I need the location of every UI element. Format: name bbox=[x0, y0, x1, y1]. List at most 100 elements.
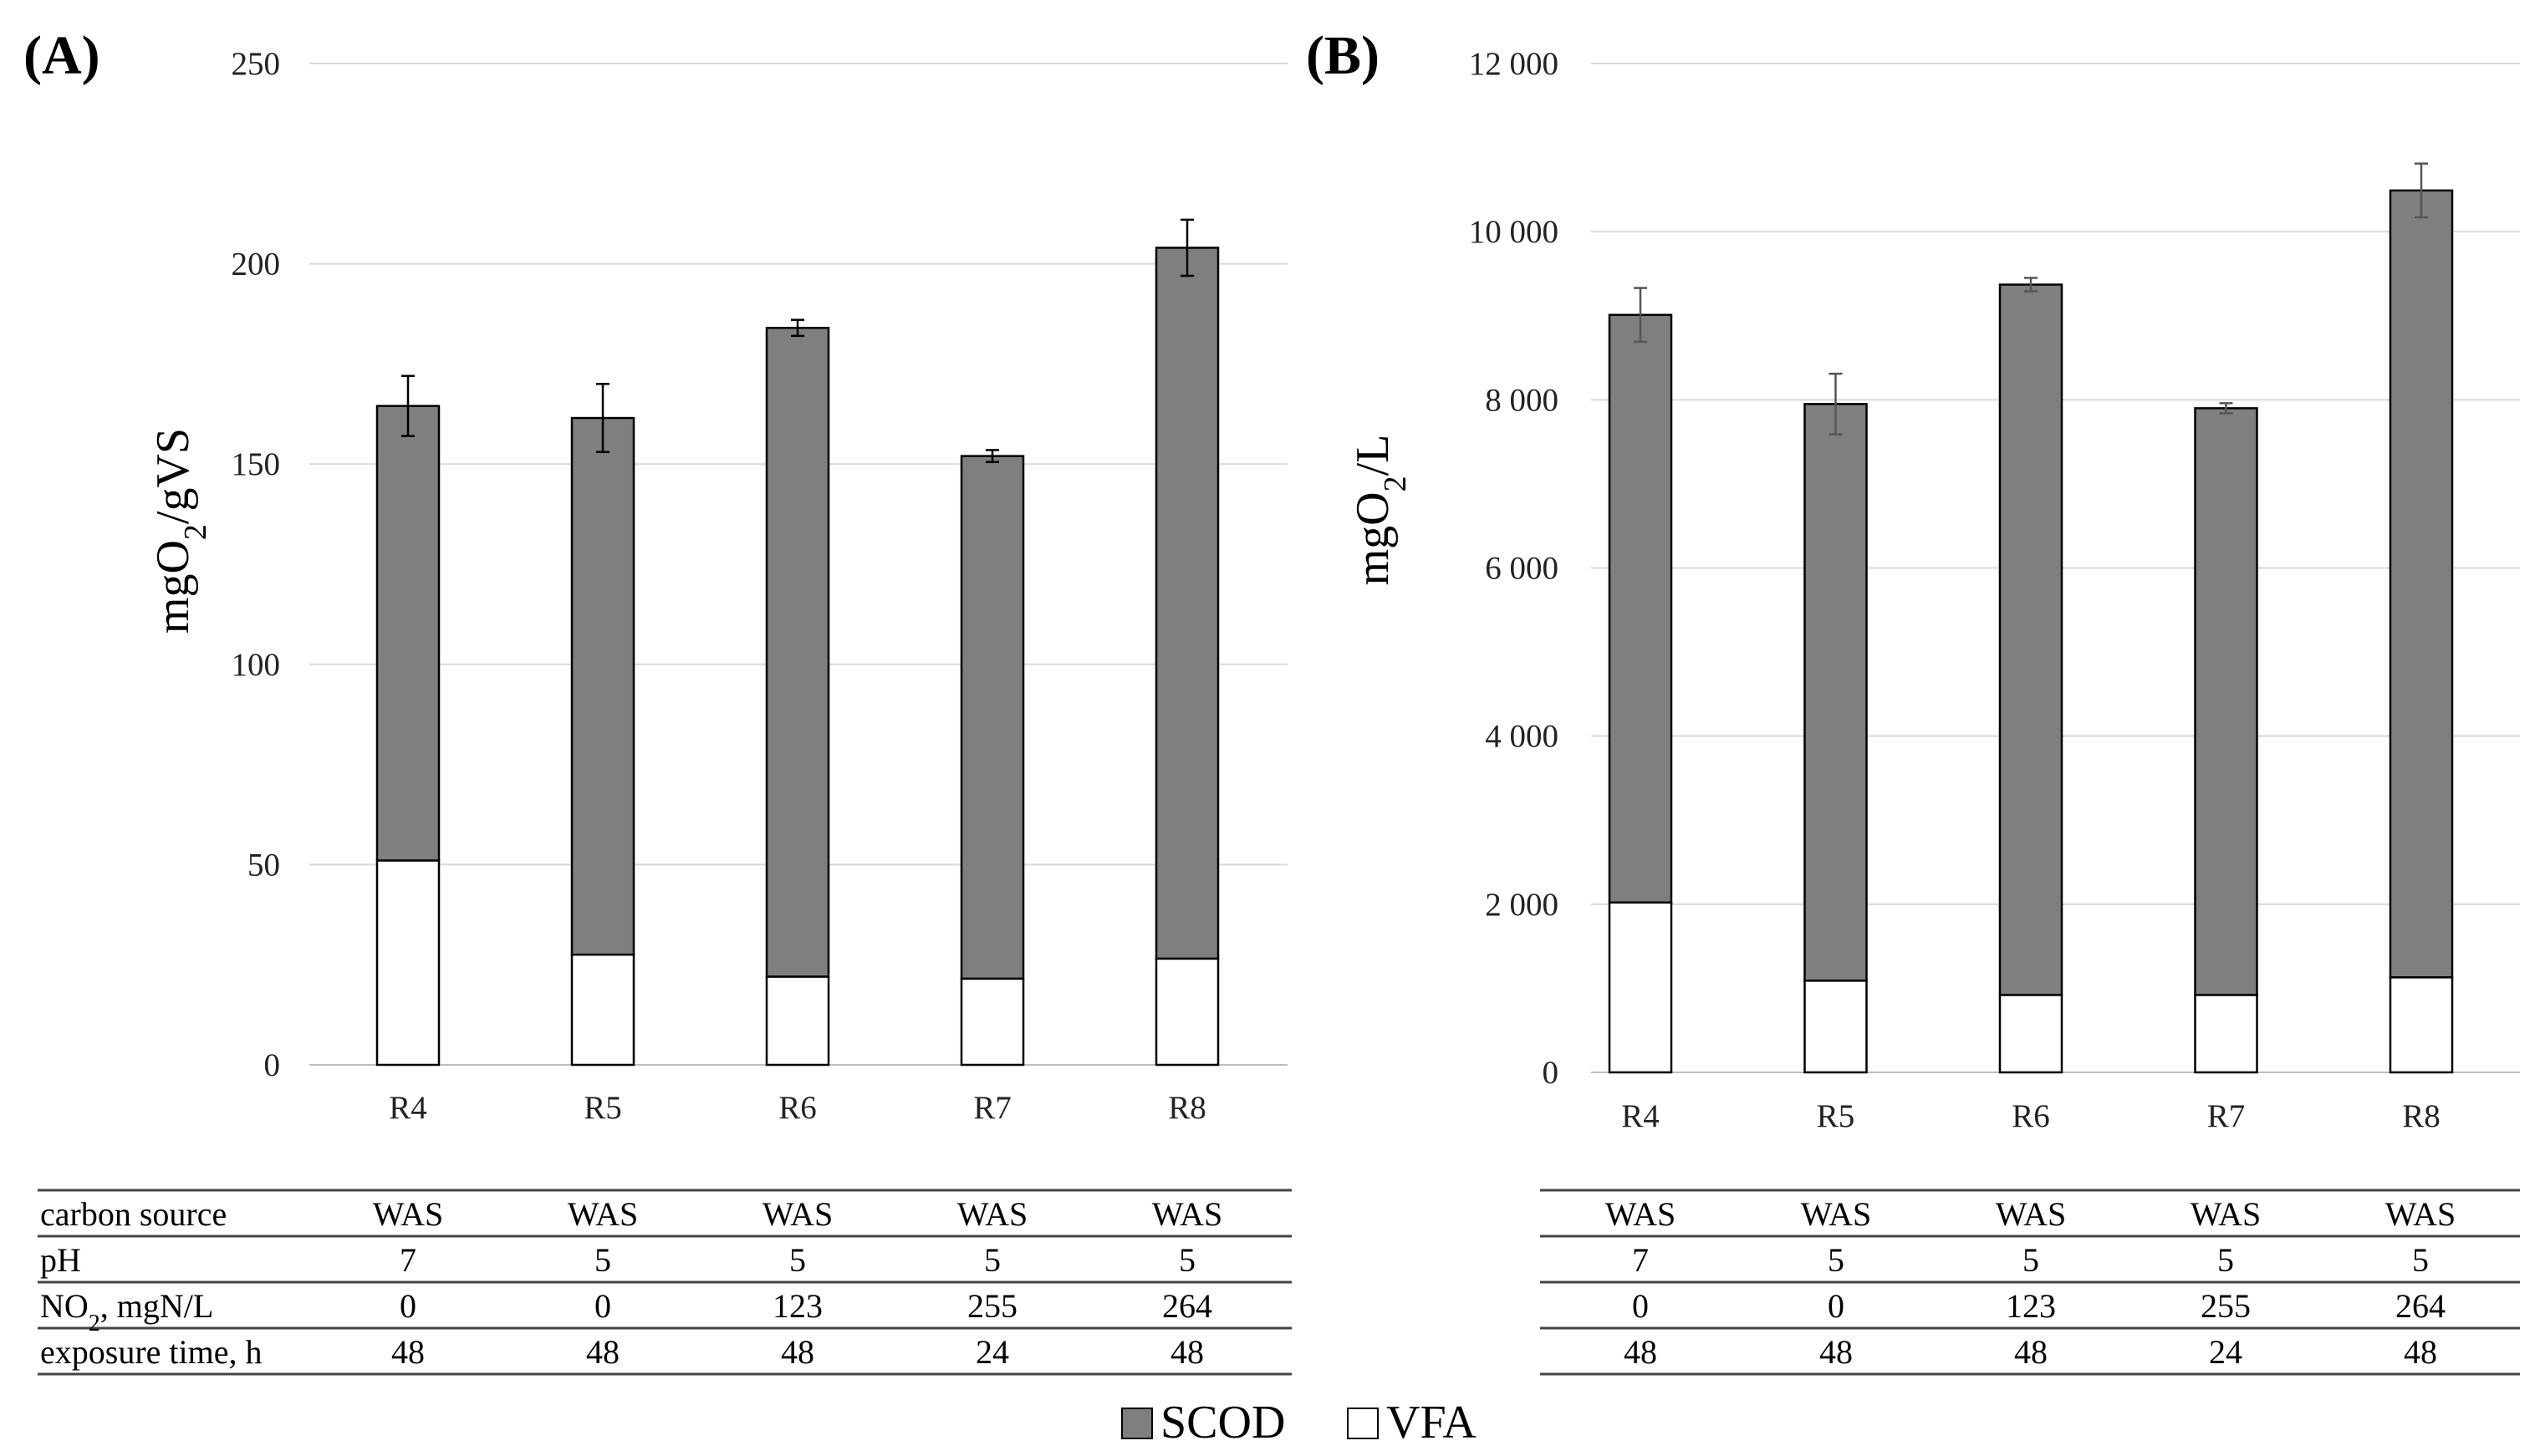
bar-scod bbox=[1608, 313, 1673, 904]
bar-scod bbox=[960, 455, 1025, 980]
category-label: R4 bbox=[1621, 1098, 1660, 1134]
legend-swatch-scod bbox=[1121, 1408, 1153, 1439]
y-tick-label: 10 000 bbox=[1469, 214, 1558, 250]
bar-scod bbox=[375, 405, 441, 862]
table-b-cell: WAS bbox=[2191, 1195, 2261, 1233]
bar-vfa bbox=[960, 977, 1025, 1067]
error-bar bbox=[2024, 277, 2038, 293]
error-bar bbox=[2219, 402, 2233, 415]
table-b-cell: 48 bbox=[1624, 1333, 1657, 1371]
table-a-cell: 48 bbox=[781, 1333, 814, 1371]
bar-scod bbox=[1803, 403, 1868, 982]
table-a-cell: 0 bbox=[400, 1287, 416, 1325]
y-tick-label: 100 bbox=[232, 647, 281, 683]
y-axis-label-b: mgO2/L bbox=[1347, 435, 1413, 586]
error-bar bbox=[1634, 287, 1647, 344]
table-a-row-label: exposure time, h bbox=[40, 1333, 263, 1371]
category-label: R6 bbox=[778, 1090, 817, 1126]
table-a-row-label: pH bbox=[40, 1241, 81, 1279]
y-axis-label-a: mgO2/gVS bbox=[147, 428, 213, 634]
y-tick-label: 250 bbox=[232, 46, 281, 82]
table-a-cell: 5 bbox=[594, 1241, 611, 1279]
bar-scod bbox=[765, 327, 830, 978]
error-bar bbox=[1828, 372, 1843, 435]
table-b: WAS WAS WAS WAS WAS 7 5 5 5 5 0 0 123 25… bbox=[1540, 1189, 2520, 1376]
categories-b: R4 R5 R6 R7 R8 bbox=[1621, 1098, 2441, 1134]
bar-scod bbox=[1998, 283, 2063, 996]
legend-label-vfa: VFA bbox=[1386, 1397, 1477, 1448]
table-b-cell: 24 bbox=[2209, 1333, 2242, 1371]
bar-vfa bbox=[765, 975, 830, 1067]
table-b-cell: 48 bbox=[2404, 1333, 2437, 1371]
category-label: R5 bbox=[1817, 1098, 1855, 1134]
category-label: R8 bbox=[1168, 1090, 1206, 1126]
bars-a bbox=[375, 218, 1220, 1067]
table-a-cell: 48 bbox=[1171, 1333, 1204, 1371]
y-ticks-b: 0 2 000 4 000 6 000 8 000 10 000 12 000 bbox=[1469, 46, 1558, 1091]
category-label: R6 bbox=[2012, 1098, 2050, 1134]
error-bar bbox=[401, 374, 415, 437]
table-a-cell: WAS bbox=[373, 1195, 443, 1233]
table-b-cell: 5 bbox=[1828, 1241, 1844, 1279]
table-a-cell: 24 bbox=[976, 1333, 1009, 1371]
y-tick-label: 50 bbox=[247, 847, 280, 883]
y-tick-label: 0 bbox=[264, 1047, 281, 1083]
table-a-cell: 5 bbox=[984, 1241, 1001, 1279]
table-a-cell: WAS bbox=[1152, 1195, 1222, 1233]
categories-a: R4 R5 R6 R7 R8 bbox=[389, 1090, 1206, 1126]
error-bar bbox=[1181, 218, 1194, 277]
table-b-cell: 48 bbox=[1819, 1333, 1853, 1371]
table-b-cell: 264 bbox=[2395, 1287, 2446, 1325]
error-bar bbox=[986, 449, 999, 464]
chart-panel-a: (A) 0 50 100 150 200 250 R4 R5 R6 R7 R8 mgO2/gVS bbox=[23, 25, 1288, 1126]
y-tick-label: 150 bbox=[232, 446, 281, 482]
table-a-cell: 48 bbox=[586, 1333, 620, 1371]
panel-label-b: (B) bbox=[1306, 25, 1380, 86]
panel-label-a: (A) bbox=[23, 25, 100, 86]
category-label: R7 bbox=[973, 1090, 1012, 1126]
table-b-cell: 0 bbox=[1632, 1287, 1649, 1325]
bar-scod bbox=[2194, 407, 2258, 996]
bars-b bbox=[1608, 162, 2454, 1074]
table-b-cell: 255 bbox=[2201, 1287, 2251, 1325]
category-label: R8 bbox=[2402, 1098, 2441, 1134]
table-b-cell: 123 bbox=[2006, 1287, 2056, 1325]
bar-vfa bbox=[2194, 994, 2258, 1074]
bar-vfa bbox=[1608, 901, 1673, 1074]
table-a-cell: 255 bbox=[967, 1287, 1018, 1325]
table-a-cell: WAS bbox=[763, 1195, 833, 1233]
bar-vfa bbox=[375, 859, 441, 1067]
y-tick-label: 0 bbox=[1543, 1055, 1559, 1091]
table-a-cell: 123 bbox=[773, 1287, 823, 1325]
legend: SCOD VFA bbox=[1121, 1397, 1477, 1448]
table-a-row-label: carbon source bbox=[40, 1195, 227, 1233]
table-b-cell: 7 bbox=[1632, 1241, 1649, 1279]
table-b-cell: WAS bbox=[1801, 1195, 1871, 1233]
legend-swatch-vfa bbox=[1347, 1408, 1379, 1439]
table-a: carbon source pH NO2, mgN/L exposure tim… bbox=[38, 1189, 1292, 1376]
table-a-cell: 7 bbox=[400, 1241, 416, 1279]
table-a-cell: 0 bbox=[594, 1287, 611, 1325]
chart-panel-b: (B) 0 2 000 4 000 6 000 8 000 10 000 12 000 R4… bbox=[1306, 25, 2520, 1134]
table-a-cell: WAS bbox=[957, 1195, 1028, 1233]
table-b-cell: WAS bbox=[1996, 1195, 2066, 1233]
bar-vfa bbox=[570, 953, 635, 1067]
y-ticks-a: 0 50 100 150 200 250 bbox=[232, 46, 281, 1083]
error-bar bbox=[596, 383, 609, 454]
table-b-cell: 5 bbox=[2217, 1241, 2234, 1279]
table-b-cell: WAS bbox=[1605, 1195, 1675, 1233]
category-label: R5 bbox=[584, 1090, 622, 1126]
table-b-cell: WAS bbox=[2385, 1195, 2456, 1233]
table-b-cell: 48 bbox=[2014, 1333, 2048, 1371]
y-tick-label: 200 bbox=[232, 247, 281, 283]
category-label: R4 bbox=[389, 1090, 427, 1126]
table-a-cell: 5 bbox=[789, 1241, 806, 1279]
table-a-cell: 48 bbox=[391, 1333, 425, 1371]
table-b-cell: 0 bbox=[1828, 1287, 1844, 1325]
table-a-row-label: NO2, mgN/L bbox=[40, 1287, 213, 1336]
error-bar bbox=[791, 318, 804, 338]
bar-vfa bbox=[1998, 994, 2063, 1074]
table-b-cell: 5 bbox=[2022, 1241, 2039, 1279]
y-tick-label: 6 000 bbox=[1485, 551, 1558, 587]
